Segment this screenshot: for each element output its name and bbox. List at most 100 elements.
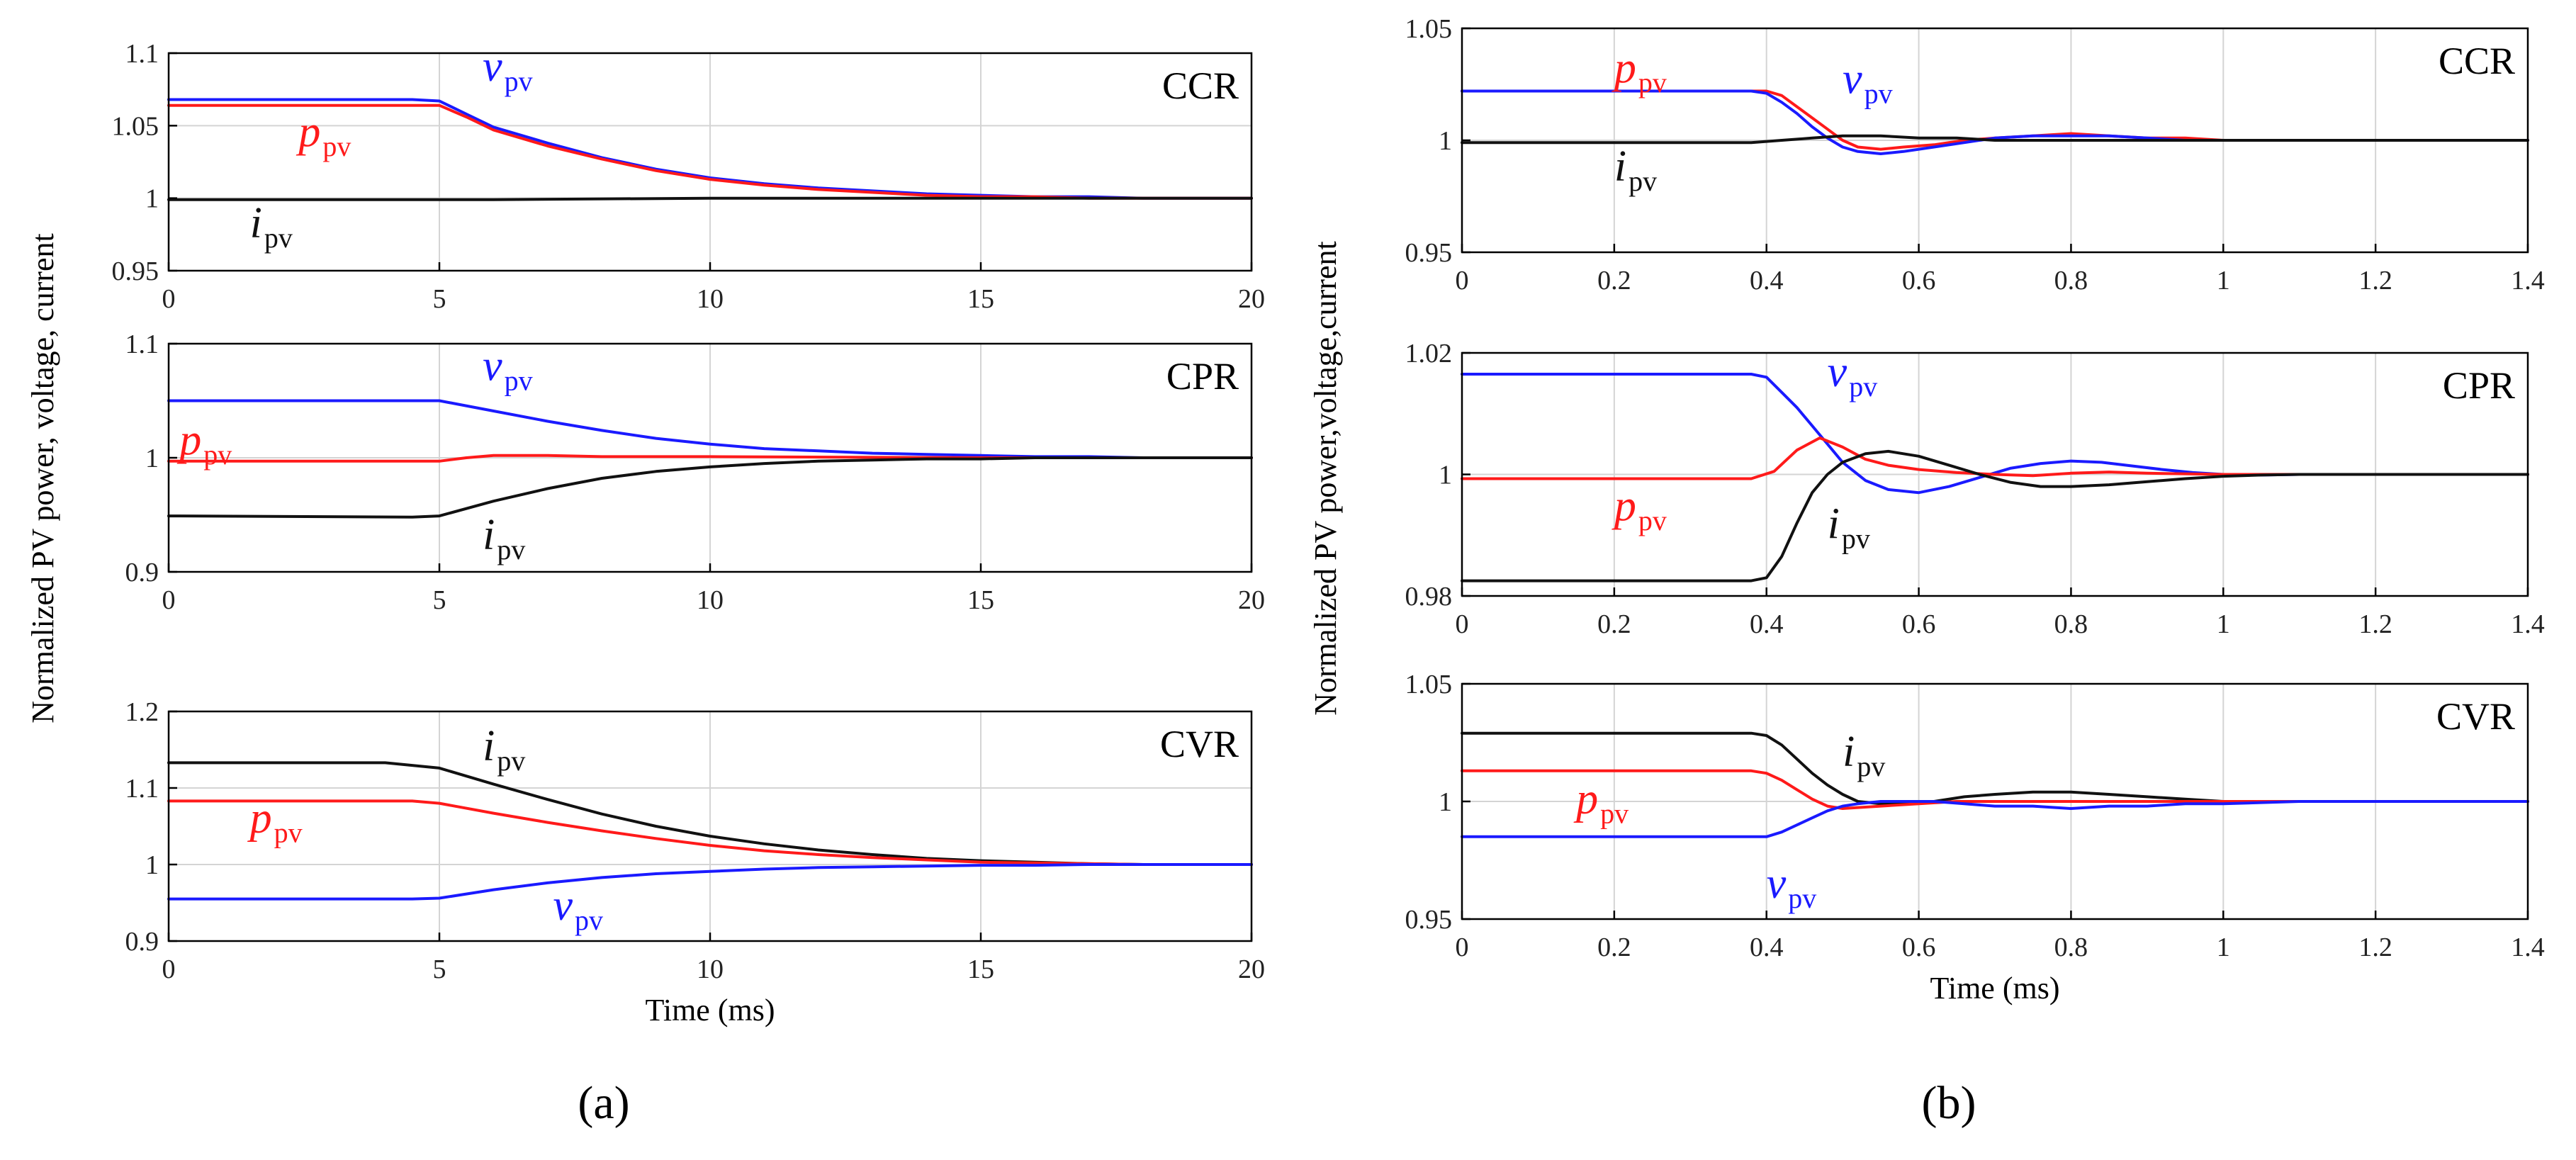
- x-tick-label: 1: [2217, 933, 2230, 962]
- series-line-p-pv: [167, 799, 1253, 866]
- x-tick-label: 1.4: [2511, 266, 2545, 295]
- series-line-p-pv: [1461, 769, 2529, 810]
- series-line-p-pv: [167, 454, 1253, 463]
- series-line-i-pv: [1461, 134, 2529, 145]
- x-tick-label: 0.8: [2054, 933, 2088, 962]
- x-tick-label: 0.2: [1597, 609, 1631, 639]
- regime-label: CPR: [1166, 355, 1239, 398]
- y-tick-label: 1.1: [125, 330, 159, 359]
- series-label-p-pv: ppv: [176, 416, 232, 471]
- y-axis-label-b: Normalized PV power,voltage,current: [1308, 241, 1343, 715]
- x-tick-label: 1: [2217, 609, 2230, 639]
- x-tick-label: 1.4: [2511, 933, 2545, 962]
- series-label-i-pv: ipv: [1614, 142, 1657, 197]
- x-axis-label: Time (ms): [1930, 971, 2060, 1006]
- series-label-v-pv: vpv: [1767, 860, 1817, 914]
- x-tick-label: 0: [162, 284, 176, 314]
- series-label-i-pv: ipv: [250, 199, 293, 254]
- series-line-i-pv: [167, 196, 1253, 201]
- regime-label: CVR: [2436, 695, 2515, 738]
- x-tick-label: 0.2: [1597, 266, 1631, 295]
- x-tick-label: 0.4: [1750, 609, 1784, 639]
- y-tick-label: 0.95: [1405, 238, 1453, 268]
- regime-label: CVR: [1160, 723, 1239, 765]
- x-tick-label: 15: [967, 955, 994, 984]
- x-tick-label: 0.6: [1902, 266, 1936, 295]
- x-tick-label: 0: [162, 585, 176, 615]
- x-tick-label: 5: [433, 585, 446, 615]
- y-tick-label: 0.95: [112, 257, 159, 286]
- y-tick-label: 0.98: [1405, 582, 1453, 612]
- y-tick-label: 1: [1439, 787, 1452, 817]
- x-tick-label: 15: [967, 585, 994, 615]
- series-line-v-pv: [167, 863, 1253, 901]
- y-tick-label: 1: [145, 184, 159, 214]
- y-tick-label: 1: [145, 850, 159, 880]
- x-tick-label: 0.6: [1902, 933, 1936, 962]
- regime-label: CCR: [2439, 40, 2515, 82]
- chart-a2: 0 5 10 15 20 0.9 1 1.1 CPR vpv ppv ipv: [125, 330, 1266, 615]
- series-line-p-pv: [1461, 89, 2529, 151]
- y-tick-label: 1.1: [125, 39, 159, 69]
- chart-b3: 0 0.2 0.4 0.6 0.8 1 1.2 1.4 0.95 1 1.05 CVR Time (ms…: [1405, 670, 2545, 1006]
- series-line-p-pv: [1461, 437, 2529, 480]
- x-tick-label: 10: [697, 284, 724, 314]
- x-tick-label: 1.2: [2358, 609, 2392, 639]
- series-label-p-pv: ppv: [247, 794, 303, 849]
- series-label-p-pv: ppv: [1612, 482, 1667, 536]
- series-label-v-pv: vpv: [483, 342, 533, 397]
- x-tick-label: 0: [162, 955, 176, 984]
- x-tick-label: 20: [1238, 284, 1265, 314]
- regime-label: CPR: [2443, 364, 2515, 407]
- x-tick-label: 0.4: [1750, 266, 1784, 295]
- series-label-i-pv: ipv: [1843, 728, 1885, 782]
- series-label-p-pv: ppv: [1612, 44, 1667, 98]
- y-tick-label: 0.9: [125, 927, 159, 957]
- series-line-i-pv: [1461, 449, 2529, 582]
- y-tick-label: 1.02: [1405, 339, 1453, 368]
- x-tick-label: 15: [967, 284, 994, 314]
- series-line-v-pv: [1461, 800, 2529, 838]
- x-tick-label: 20: [1238, 955, 1265, 984]
- x-tick-label: 1.4: [2511, 609, 2545, 639]
- y-tick-label: 0.9: [125, 558, 159, 587]
- x-tick-label: 10: [697, 955, 724, 984]
- x-tick-label: 0.4: [1750, 933, 1784, 962]
- y-tick-label: 1.05: [1405, 14, 1453, 44]
- chart-b2: 0 0.2 0.4 0.6 0.8 1 1.2 1.4 0.98 1 1.02 CPR vpv ppv ip…: [1405, 339, 2545, 639]
- series-label-i-pv: ipv: [483, 511, 525, 565]
- series-label-i-pv: ipv: [483, 722, 525, 777]
- x-tick-label: 20: [1238, 585, 1265, 615]
- x-tick-label: 1: [2217, 266, 2230, 295]
- series-label-p-pv: ppv: [296, 108, 351, 162]
- series-label-v-pv: vpv: [553, 882, 603, 936]
- y-tick-label: 1.1: [125, 774, 159, 804]
- x-tick-label: 0: [1456, 609, 1469, 639]
- chart-a3: 0 5 10 15 20 0.9 1 1.1 1.2 CVR Time (ms) ipv ppv vpv: [125, 697, 1266, 1027]
- x-tick-label: 0.2: [1597, 933, 1631, 962]
- x-tick-label: 5: [433, 955, 446, 984]
- y-tick-label: 1: [1439, 461, 1452, 490]
- x-tick-label: 1.2: [2358, 933, 2392, 962]
- regime-label: CCR: [1162, 64, 1239, 107]
- chart-b1: 0 0.2 0.4 0.6 0.8 1 1.2 1.4 0.95 1 1.05 CCR ppv vpv ip…: [1405, 14, 2545, 295]
- x-tick-label: 0.6: [1902, 609, 1936, 639]
- y-tick-label: 1: [145, 444, 159, 473]
- caption-b: (b): [1922, 1077, 1976, 1129]
- x-tick-label: 0.8: [2054, 609, 2088, 639]
- series-label-v-pv: vpv: [483, 43, 533, 97]
- y-tick-label: 1: [1439, 126, 1452, 156]
- x-tick-label: 0: [1456, 266, 1469, 295]
- series-label-v-pv: vpv: [1843, 55, 1893, 110]
- y-tick-label: 1.05: [112, 111, 159, 141]
- series-label-i-pv: ipv: [1828, 500, 1870, 555]
- y-tick-label: 1.05: [1405, 670, 1453, 699]
- series-line-i-pv: [167, 456, 1253, 519]
- caption-a: (a): [578, 1077, 629, 1129]
- x-tick-label: 0: [1456, 933, 1469, 962]
- x-tick-label: 1.2: [2358, 266, 2392, 295]
- series-label-v-pv: vpv: [1828, 348, 1878, 402]
